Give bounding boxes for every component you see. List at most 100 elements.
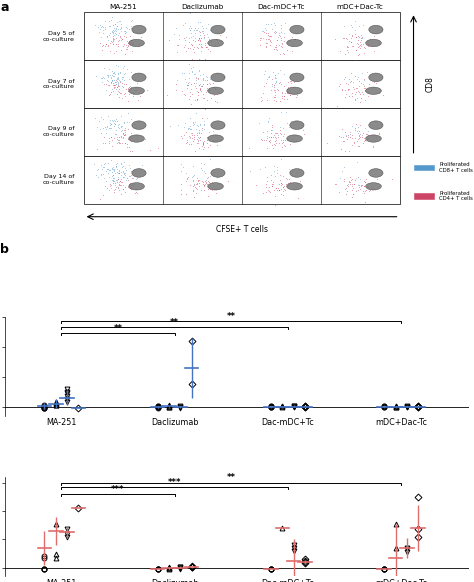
Point	[104, 41, 111, 51]
Point	[345, 130, 352, 140]
Point	[119, 184, 127, 193]
Point	[95, 116, 102, 125]
Point	[124, 175, 132, 184]
Point	[360, 176, 368, 186]
Point	[344, 186, 351, 196]
Point	[277, 24, 284, 33]
Ellipse shape	[290, 25, 304, 34]
Point	[214, 134, 222, 144]
Point	[259, 88, 266, 97]
Point	[113, 74, 120, 84]
Point	[173, 86, 180, 95]
Point	[268, 24, 276, 33]
Point	[203, 73, 211, 82]
Point	[259, 189, 267, 198]
Point	[123, 40, 130, 49]
Point	[275, 138, 283, 147]
Point	[103, 122, 111, 132]
Point	[119, 41, 127, 51]
Point	[363, 67, 370, 76]
Point	[119, 180, 127, 190]
Ellipse shape	[287, 87, 302, 94]
Point	[354, 35, 361, 44]
Point	[271, 141, 278, 150]
Point	[278, 135, 285, 144]
Point	[107, 77, 114, 86]
Ellipse shape	[290, 121, 304, 129]
Point	[270, 19, 278, 28]
Point	[344, 79, 352, 88]
Point	[98, 23, 105, 32]
Point	[194, 177, 201, 186]
Point	[120, 168, 128, 178]
Point	[284, 88, 292, 97]
Point	[256, 35, 264, 44]
Point	[268, 122, 275, 132]
Point	[200, 167, 208, 176]
Point	[262, 42, 270, 51]
Point	[211, 83, 219, 92]
Point	[112, 79, 119, 88]
Point	[358, 32, 366, 41]
Point	[187, 32, 194, 41]
Point	[280, 29, 288, 38]
Point	[112, 129, 119, 139]
Point	[114, 74, 122, 83]
Point	[195, 39, 203, 48]
Point	[121, 123, 128, 133]
Point	[195, 80, 203, 89]
Point	[200, 142, 208, 151]
Point	[283, 94, 291, 103]
Point	[353, 126, 361, 136]
Point	[191, 183, 199, 192]
Point	[114, 30, 122, 39]
Point	[364, 41, 372, 51]
Point	[270, 178, 277, 187]
Point	[196, 84, 204, 94]
Point	[123, 165, 130, 174]
Point	[360, 76, 368, 85]
Point	[114, 77, 122, 87]
Point	[127, 114, 135, 123]
Point	[344, 42, 351, 51]
Point	[345, 177, 353, 186]
Point	[259, 127, 267, 136]
Point	[195, 34, 203, 44]
Point	[154, 143, 162, 152]
Point	[109, 165, 117, 174]
Point	[109, 29, 117, 38]
Point	[111, 19, 119, 29]
Point	[121, 138, 128, 147]
Point	[110, 186, 118, 195]
Point	[115, 179, 123, 189]
Point	[286, 167, 294, 176]
Point	[357, 94, 365, 103]
Point	[126, 24, 133, 33]
Point	[271, 191, 279, 201]
Point	[354, 123, 362, 132]
Ellipse shape	[287, 40, 302, 47]
Point	[101, 24, 109, 34]
Point	[115, 135, 122, 144]
Point	[105, 65, 112, 74]
Point	[361, 86, 369, 95]
Point	[264, 118, 272, 127]
Point	[201, 179, 209, 188]
Point	[195, 127, 202, 136]
Point	[201, 185, 208, 194]
Point	[348, 91, 356, 100]
Point	[273, 73, 280, 83]
Point	[282, 180, 290, 189]
Point	[103, 166, 110, 176]
Point	[121, 129, 128, 138]
Point	[115, 73, 122, 83]
Point	[109, 165, 116, 174]
Point	[198, 126, 206, 135]
Point	[344, 41, 351, 51]
Point	[208, 186, 216, 195]
Point	[273, 40, 280, 49]
Point	[181, 130, 188, 139]
Point	[365, 80, 373, 89]
Point	[108, 175, 116, 184]
Point	[193, 94, 201, 104]
